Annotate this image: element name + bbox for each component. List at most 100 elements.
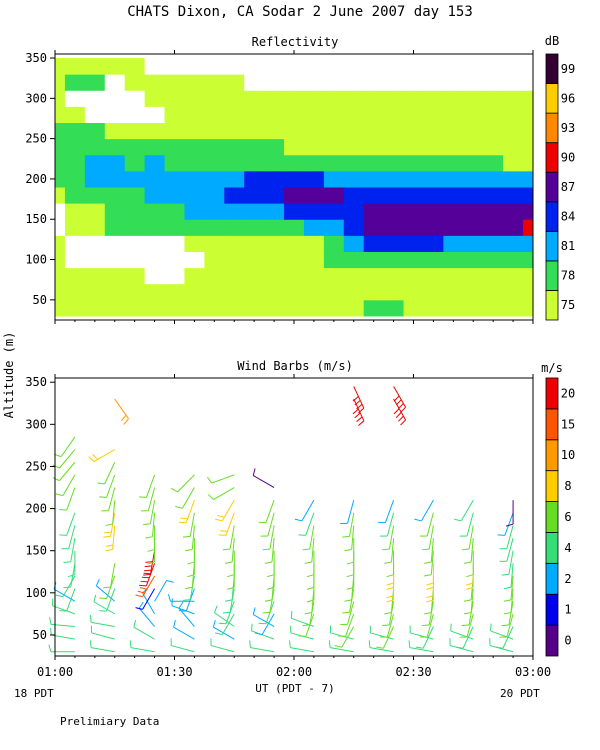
wind-barb-shaft <box>426 512 434 537</box>
wind-barb <box>424 550 434 577</box>
wind-barb-shaft <box>210 645 235 653</box>
wind-barb-shaft <box>384 499 395 523</box>
wind-barb <box>414 499 434 522</box>
reflectivity-cell <box>483 267 504 285</box>
reflectivity-cell <box>84 187 106 204</box>
wind-barb <box>499 525 514 550</box>
wind-barb-shaft <box>506 613 514 638</box>
wind-barb-flag <box>105 523 113 526</box>
reflectivity-cell <box>463 74 484 91</box>
reflectivity-cell <box>284 251 305 269</box>
wind-barb-shaft <box>309 601 315 625</box>
reflectivity-cell <box>523 170 534 188</box>
reflectivity-cell <box>104 170 126 188</box>
reflectivity-cell <box>363 283 385 301</box>
wind-barb-shaft <box>93 601 116 615</box>
wind-barb-flag <box>450 623 452 631</box>
reflectivity-cell <box>144 187 166 204</box>
wind-barb-shaft <box>59 461 76 481</box>
reflectivity-cell <box>303 235 325 252</box>
wind-barb <box>419 512 434 537</box>
reflectivity-cell <box>483 122 504 140</box>
wind-barb-flag <box>424 574 432 577</box>
reflectivity-cell <box>104 58 126 75</box>
reflectivity-cell <box>323 122 345 140</box>
reflectivity-cell <box>64 106 86 124</box>
reflectivity-cell <box>164 154 185 172</box>
reflectivity-cell <box>224 154 245 172</box>
reflectivity-cell <box>443 219 464 236</box>
wind-barb <box>408 640 434 653</box>
reflectivity-cell <box>184 187 205 204</box>
wind-barb <box>59 512 76 536</box>
reflectivity-cell <box>224 90 245 107</box>
wind-y-tick-label: 100 <box>25 586 47 600</box>
wind-barb-flag <box>338 635 346 637</box>
wind-barb-flag <box>395 399 402 406</box>
wind-barb-flag <box>395 412 402 418</box>
wind-barb <box>207 487 235 500</box>
reflectivity-cell <box>463 90 484 107</box>
reflectivity-cell <box>303 219 325 236</box>
wind-barb <box>207 474 235 484</box>
reflectivity-cell <box>363 299 385 317</box>
reflectivity-cell <box>184 74 205 91</box>
reflectivity-cell <box>523 122 534 140</box>
reflectivity-cell <box>463 219 484 236</box>
wind-barb-shaft <box>391 538 395 563</box>
wind-colorbar-swatch <box>545 408 559 441</box>
wind-barb-flag <box>175 506 183 509</box>
wind-barb-shaft <box>388 601 395 625</box>
wind-barb-flag <box>138 601 144 609</box>
wind-barb <box>369 625 394 640</box>
reflectivity-cell <box>84 299 106 317</box>
wind-barb-flag <box>139 496 147 498</box>
wind-barb <box>449 638 474 653</box>
reflectivity-cell <box>244 219 265 236</box>
reflectivity-cell <box>84 170 106 188</box>
reflectivity-cell <box>64 74 86 91</box>
reflectivity-cell <box>463 138 484 156</box>
reflectivity-cell <box>244 170 265 188</box>
reflectivity-cell <box>264 170 285 188</box>
wind-barb-shaft <box>468 601 474 625</box>
reflectivity-cell <box>55 170 66 188</box>
reflectivity-cell <box>463 251 484 269</box>
wind-barb <box>302 525 315 551</box>
wind-barb <box>59 588 76 612</box>
reflectivity-cell <box>343 170 365 188</box>
wind-barb-flag <box>140 580 148 583</box>
reflectivity-cell <box>483 219 504 236</box>
wind-barb-flag <box>185 548 193 552</box>
reflectivity-colorbar-swatch <box>545 53 559 84</box>
wind-barb-shaft <box>147 487 156 511</box>
wind-barb <box>258 499 275 524</box>
reflectivity-y-tick-label: 200 <box>25 172 47 186</box>
wind-barb-shaft <box>508 601 514 625</box>
wind-barb-flag <box>224 599 233 602</box>
wind-barb <box>254 613 275 636</box>
wind-barb-shaft <box>112 500 116 525</box>
wind-barb <box>302 601 315 627</box>
reflectivity-cell <box>264 219 285 236</box>
wind-barb-flag <box>147 548 155 552</box>
wind-barb-flag <box>356 416 363 423</box>
reflectivity-cell <box>523 90 534 107</box>
reflectivity-cell <box>124 267 146 285</box>
reflectivity-cell <box>363 235 385 252</box>
wind-barb-flag <box>382 624 390 627</box>
wind-barb-shaft <box>506 525 514 549</box>
reflectivity-cell <box>423 187 444 204</box>
wind-barb-flag <box>222 611 231 614</box>
reflectivity-colorbar-label: 84 <box>561 210 575 224</box>
wind-colorbar-label: 10 <box>561 448 575 462</box>
wind-barb-flag <box>139 584 147 587</box>
reflectivity-cell <box>383 154 405 172</box>
reflectivity-cell <box>104 235 126 252</box>
wind-barb-flag <box>466 582 474 586</box>
reflectivity-cell <box>264 106 285 124</box>
reflectivity-cell <box>503 187 524 204</box>
reflectivity-cell <box>264 74 285 91</box>
wind-barb-shaft <box>349 588 355 613</box>
wind-barb-axes: 50 100 150 200 250 300 350 01:00 01:30 02:00 02:30… <box>25 374 551 679</box>
